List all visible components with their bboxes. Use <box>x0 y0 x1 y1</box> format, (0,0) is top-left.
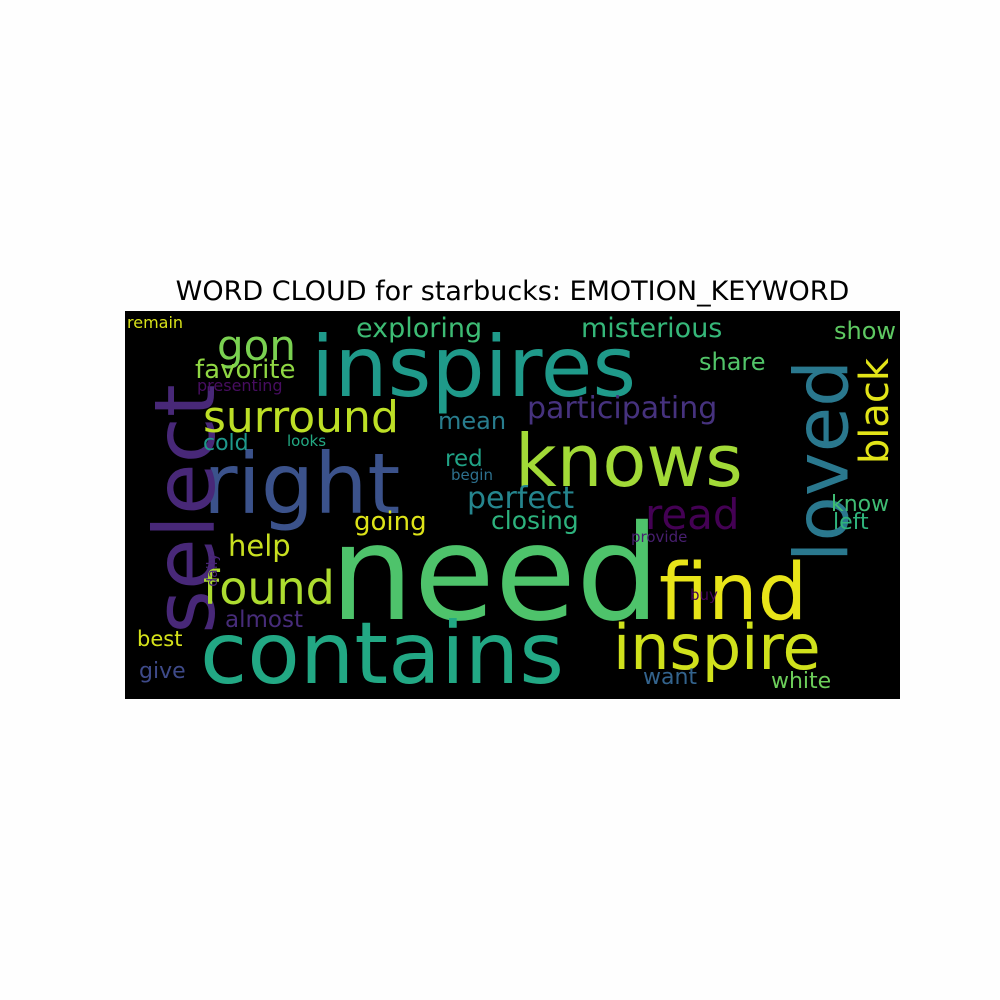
word-mean: mean <box>438 407 506 435</box>
word-red: red <box>445 446 483 472</box>
word-found: found <box>203 561 335 615</box>
word-white: white <box>771 669 831 694</box>
word-select: select <box>136 384 234 634</box>
word-surround: surround <box>203 392 399 443</box>
word-best: best <box>137 627 182 651</box>
word-gon: gon <box>217 321 296 370</box>
word-cloud-background <box>125 311 900 699</box>
word-favorite: favorite <box>195 355 295 385</box>
word-want: want <box>643 665 697 690</box>
word-contains: contains <box>200 604 564 699</box>
word-remain: remain <box>127 313 183 332</box>
word-perfect: perfect <box>467 481 574 516</box>
word-know: know <box>831 492 889 517</box>
word-give: give <box>139 659 186 684</box>
word-find: find <box>659 548 807 638</box>
word-daily: daily <box>205 553 221 587</box>
word-right: right <box>203 435 400 533</box>
word-misterious: misterious <box>581 313 722 344</box>
word-buy: buy <box>690 586 718 604</box>
word-share: share <box>699 348 766 376</box>
word-provide: provide <box>631 528 687 546</box>
word-inspires: inspires <box>311 318 636 416</box>
word-read: read <box>645 490 740 539</box>
word-exploring: exploring <box>356 313 482 344</box>
word-need: need <box>330 497 660 651</box>
word-loved: loved <box>780 360 866 562</box>
word-presenting: presenting <box>197 376 283 395</box>
word-knows: knows <box>515 419 743 503</box>
word-left: left <box>833 510 869 535</box>
word-black: black <box>852 357 898 464</box>
word-begin: begin <box>451 466 493 484</box>
word-almost: almost <box>225 607 303 633</box>
word-help: help <box>228 529 291 563</box>
word-inspire: inspire <box>613 611 821 684</box>
word-cloud-canvas: need contains inspires right select knows love… <box>125 311 900 699</box>
word-participating: participating <box>527 391 717 426</box>
word-closing: closing <box>491 506 579 535</box>
word-looks: looks <box>287 432 326 450</box>
word-cold: cold <box>203 431 249 456</box>
word-show: show <box>834 317 896 345</box>
word-going: going <box>354 507 427 537</box>
chart-title: WORD CLOUD for starbucks: EMOTION_KEYWOR… <box>175 276 850 307</box>
